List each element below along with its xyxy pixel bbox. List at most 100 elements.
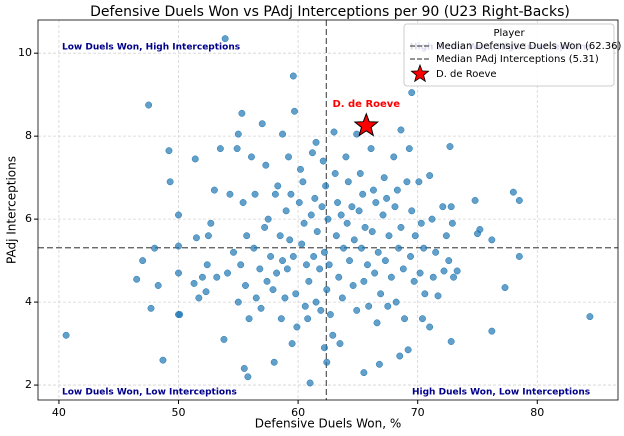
- point: [361, 223, 369, 231]
- point: [282, 207, 290, 215]
- point: [252, 294, 260, 302]
- point: [319, 157, 327, 165]
- point: [379, 211, 387, 219]
- point: [359, 190, 367, 198]
- point: [301, 302, 309, 310]
- point: [501, 284, 509, 292]
- legend-label: D. de Roeve: [436, 69, 497, 80]
- point: [147, 304, 155, 312]
- point: [488, 327, 496, 335]
- point: [281, 294, 289, 302]
- point: [384, 302, 392, 310]
- point: [374, 248, 382, 256]
- y-tick-label: 2: [25, 378, 32, 391]
- point: [289, 253, 297, 260]
- point: [325, 261, 333, 269]
- point: [195, 294, 203, 302]
- point: [276, 232, 284, 240]
- point: [416, 269, 424, 277]
- point: [234, 130, 242, 138]
- point: [395, 244, 403, 252]
- point: [256, 265, 264, 273]
- point: [292, 290, 300, 298]
- point: [332, 232, 340, 240]
- point: [286, 236, 294, 244]
- legend-box: [403, 23, 615, 87]
- point: [340, 244, 347, 252]
- point: [298, 240, 306, 248]
- point: [133, 275, 141, 283]
- point: [421, 290, 429, 298]
- point: [375, 360, 383, 368]
- point: [331, 170, 339, 177]
- point: [145, 101, 153, 109]
- point: [244, 373, 252, 381]
- plot-frame: [37, 19, 619, 401]
- point: [391, 203, 399, 211]
- x-axis-label: Defensive Duels Won, %: [255, 417, 402, 431]
- point: [245, 315, 253, 323]
- point: [230, 248, 237, 256]
- point: [439, 203, 447, 211]
- point: [287, 190, 295, 198]
- point: [279, 130, 287, 138]
- x-tick-label: 80: [530, 406, 544, 419]
- point: [269, 286, 277, 294]
- point: [336, 340, 344, 348]
- point: [346, 257, 353, 265]
- point: [300, 219, 308, 227]
- point: [257, 304, 265, 312]
- point: [311, 194, 319, 202]
- point: [405, 145, 413, 153]
- point: [320, 344, 328, 352]
- point: [401, 315, 408, 323]
- point: [261, 223, 269, 231]
- point: [448, 219, 456, 227]
- point: [297, 165, 304, 173]
- point: [408, 89, 416, 97]
- point: [338, 294, 346, 302]
- point: [488, 236, 496, 244]
- point: [273, 269, 281, 277]
- quadrant-label: Low Duels Won, Low Interceptions: [62, 388, 237, 398]
- point: [335, 273, 343, 281]
- point: [445, 257, 453, 265]
- quadrant-label: Low Duels Won, High Interceptions: [62, 43, 240, 53]
- chart-title: Defensive Duels Won vs PAdj Interception…: [90, 4, 570, 20]
- point: [283, 265, 291, 273]
- point: [202, 288, 210, 296]
- point: [355, 207, 363, 215]
- point: [453, 267, 461, 275]
- point: [403, 178, 411, 186]
- point: [387, 273, 395, 281]
- point: [306, 379, 314, 387]
- x-tick-label: 40: [52, 406, 66, 419]
- point: [210, 186, 218, 194]
- point: [353, 306, 361, 314]
- point: [324, 215, 332, 223]
- point: [323, 286, 331, 294]
- point: [305, 277, 313, 285]
- point: [515, 197, 523, 204]
- point: [176, 311, 184, 318]
- point: [411, 232, 419, 240]
- point: [353, 130, 361, 138]
- point: [233, 145, 241, 153]
- point: [447, 338, 455, 345]
- point: [360, 277, 368, 285]
- point: [190, 279, 198, 287]
- point: [322, 182, 330, 190]
- point: [312, 138, 320, 146]
- point: [383, 194, 391, 202]
- point: [264, 215, 272, 223]
- point: [381, 257, 389, 265]
- point: [262, 161, 270, 169]
- point: [274, 182, 282, 190]
- point: [289, 72, 297, 80]
- point: [397, 223, 405, 231]
- point: [234, 298, 242, 306]
- point: [404, 346, 412, 354]
- point: [364, 261, 371, 269]
- point: [434, 292, 442, 300]
- point: [198, 273, 206, 281]
